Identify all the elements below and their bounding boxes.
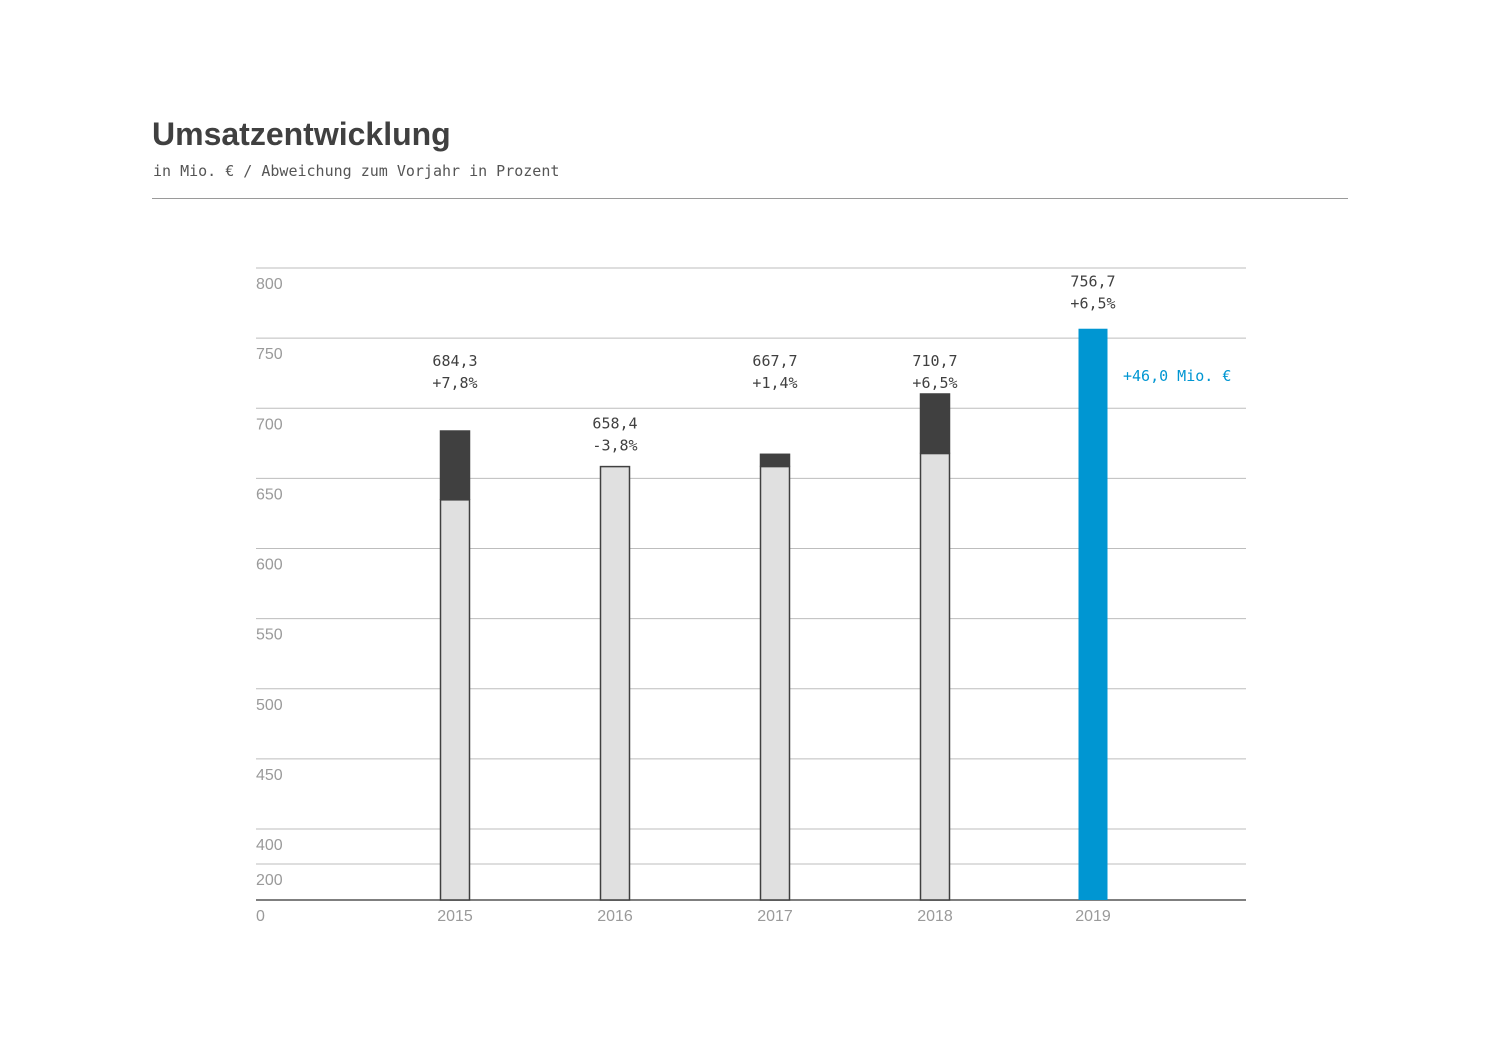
y-tick-label: 600 <box>256 557 283 574</box>
bar-2015-base <box>439 499 471 901</box>
x-axis-ticks: 2015 2016 2017 2018 2019 <box>437 908 1111 925</box>
value-label-2019: 756,7 <box>1070 273 1115 291</box>
value-label-2015: 684,3 <box>432 352 477 370</box>
x-tick-label-2018: 2018 <box>917 908 953 925</box>
bar-2017-increase <box>759 453 791 467</box>
highlight-annotation: +46,0 Mio. € <box>1123 367 1231 385</box>
bars <box>439 328 1108 901</box>
change-label-2017: +1,4% <box>752 374 797 392</box>
value-label-2017: 667,7 <box>752 352 797 370</box>
y-tick-label: 650 <box>256 486 283 503</box>
y-tick-label: 500 <box>256 697 283 714</box>
chart-subtitle: in Mio. € / Abweichung zum Vorjahr in Pr… <box>153 162 560 180</box>
change-label-2016: -3,8% <box>592 437 637 455</box>
y-tick-label: 450 <box>256 767 283 784</box>
x-tick-label-2015: 2015 <box>437 908 473 925</box>
bar-2018-base <box>919 452 951 901</box>
y-tick-label: 800 <box>256 276 283 293</box>
y-tick-label: 400 <box>256 837 283 854</box>
bar-2018-increase <box>919 393 951 454</box>
chart-title: Umsatzentwicklung <box>152 116 451 152</box>
x-tick-label-2017: 2017 <box>757 908 793 925</box>
data-labels: 684,3 +7,8% 658,4 -3,8% 667,7 +1,4% 710,7 +6,5%… <box>432 273 1115 455</box>
y-tick-label: 200 <box>256 872 283 889</box>
y-tick-label: 700 <box>256 416 283 433</box>
x-tick-label-2019: 2019 <box>1075 908 1111 925</box>
bar-2019 <box>1078 328 1108 900</box>
bar-2015-increase <box>439 430 471 500</box>
bar-2017-base <box>759 465 791 901</box>
y-axis-ticks: 0 200 400 450 500 550 600 650 700 750 800 <box>256 276 283 925</box>
title-divider <box>152 198 1348 199</box>
x-tick-label-2016: 2016 <box>597 908 633 925</box>
y-tick-label: 550 <box>256 627 283 644</box>
change-label-2019: +6,5% <box>1070 295 1115 313</box>
value-label-2016: 658,4 <box>592 415 637 433</box>
value-label-2018: 710,7 <box>912 352 957 370</box>
change-label-2018: +6,5% <box>912 374 957 392</box>
change-label-2015: +7,8% <box>432 374 477 392</box>
y-tick-label: 0 <box>256 908 265 925</box>
bar-2016-base <box>599 465 631 901</box>
y-tick-label: 750 <box>256 346 283 363</box>
